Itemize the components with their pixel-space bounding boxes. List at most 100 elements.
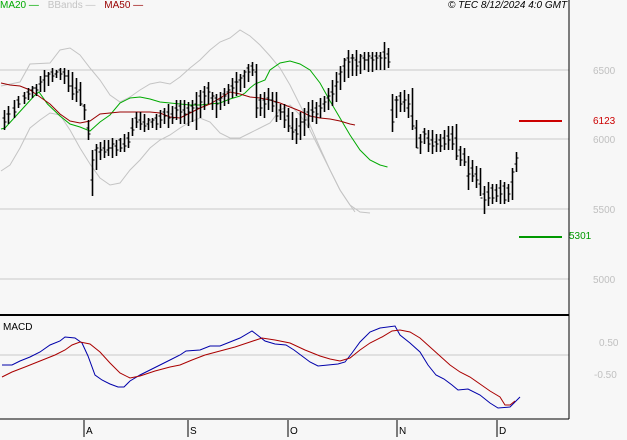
ohlc-bar [110, 138, 115, 158]
ohlc-bar [74, 78, 79, 102]
ohlc-bar [26, 88, 31, 100]
support-label: 5301 [569, 231, 592, 242]
ohlc-bar [54, 70, 59, 78]
ohlc-bar [30, 86, 35, 98]
ohlc-bars [2, 42, 519, 214]
ohlc-bar [142, 114, 147, 132]
ohlc-bar [394, 96, 399, 118]
ohlc-bar [46, 72, 51, 86]
ohlc-bar [338, 66, 343, 90]
ohlc-bar [434, 134, 439, 152]
ohlc-bar [454, 124, 459, 160]
ohlc-bar [190, 100, 195, 122]
ohlc-bar [78, 82, 83, 106]
ohlc-bar [446, 126, 451, 150]
ohlc-bar [466, 156, 471, 190]
ohlc-bar [254, 64, 259, 118]
ohlc-bar [150, 118, 155, 128]
bband-lower-line [0, 104, 371, 214]
ohlc-bar [478, 168, 483, 199]
ohlc-bar [114, 140, 119, 156]
ohlc-bar [50, 68, 55, 82]
ohlc-bar [294, 118, 299, 144]
month-label: S [190, 426, 197, 437]
ohlc-bar [422, 128, 427, 144]
chart-frame [0, 0, 570, 420]
ohlc-bar [62, 68, 67, 84]
ohlc-bar [474, 166, 479, 188]
ohlc-bar [118, 138, 123, 152]
ohlc-bar [342, 58, 347, 82]
ohlc-bar [138, 112, 143, 130]
ohlc-bar [298, 112, 303, 140]
ohlc-bar [414, 120, 419, 149]
ohlc-bar [330, 80, 335, 106]
ohlc-bar [290, 112, 295, 140]
ohlc-bar [134, 112, 139, 128]
month-label: O [290, 426, 298, 437]
ohlc-bar [306, 102, 311, 128]
ohlc-bar [242, 70, 247, 88]
ohlc-bar [410, 88, 415, 130]
ohlc-bar [358, 54, 363, 74]
ohlc-bar [226, 84, 231, 104]
legend-bbands: BBands — [47, 0, 96, 11]
ohlc-bar [350, 54, 355, 76]
ohlc-bar [218, 92, 223, 110]
ohlc-bar [158, 110, 163, 128]
support-resistance-levels [519, 120, 562, 238]
ohlc-bar [202, 86, 207, 110]
ohlc-bar [90, 150, 95, 196]
ohlc-bar [98, 142, 103, 160]
ohlc-bar [514, 152, 519, 172]
x-axis [83, 420, 498, 437]
ohlc-bar [258, 94, 263, 116]
price-gridlines [0, 69, 569, 356]
ohlc-bar [382, 42, 387, 70]
ohlc-bar [494, 184, 499, 202]
bband-upper-line [0, 29, 356, 213]
ohlc-bar [102, 140, 107, 158]
ohlc-bar [398, 92, 403, 112]
ohlc-bar [178, 100, 183, 124]
ohlc-bar [346, 50, 351, 78]
ohlc-bar [182, 100, 187, 124]
ohlc-bar [146, 118, 151, 130]
ohlc-bar [274, 92, 279, 122]
ohlc-bar [170, 106, 175, 124]
ohlc-bar [122, 134, 127, 152]
price-label: 6500 [593, 66, 616, 77]
ohlc-bar [374, 52, 379, 70]
moving-averages [0, 60, 388, 168]
ohlc-bar [450, 126, 455, 150]
ohlc-bar [314, 102, 319, 124]
ohlc-bar [262, 92, 267, 118]
ohlc-bar [322, 96, 327, 112]
price-label: 5000 [593, 275, 616, 286]
ohlc-bar [406, 94, 411, 118]
ohlc-bar [186, 102, 191, 126]
ohlc-bar [222, 88, 227, 106]
ohlc-bar [2, 110, 7, 130]
ohlc-bar [130, 118, 135, 136]
macd-line [2, 325, 521, 409]
legend-ma50: MA50 — [104, 0, 144, 11]
ohlc-bar [174, 100, 179, 120]
ohlc-bar [282, 104, 287, 128]
ohlc-bar [334, 72, 339, 102]
ohlc-bar [166, 104, 171, 128]
ohlc-bar [318, 98, 323, 118]
macd-label: 0.50 [599, 338, 619, 349]
macd-lines [1, 325, 521, 409]
ohlc-bar [42, 70, 47, 92]
ohlc-bar [438, 134, 443, 152]
ohlc-bar [278, 104, 283, 120]
macd-title: MACD [3, 322, 33, 333]
macd-label: -0.50 [594, 370, 617, 381]
ohlc-bar [154, 114, 159, 130]
ohlc-bar [38, 76, 43, 92]
ohlc-bar [302, 108, 307, 136]
ohlc-bar [206, 82, 211, 104]
ohlc-bar [310, 100, 315, 122]
